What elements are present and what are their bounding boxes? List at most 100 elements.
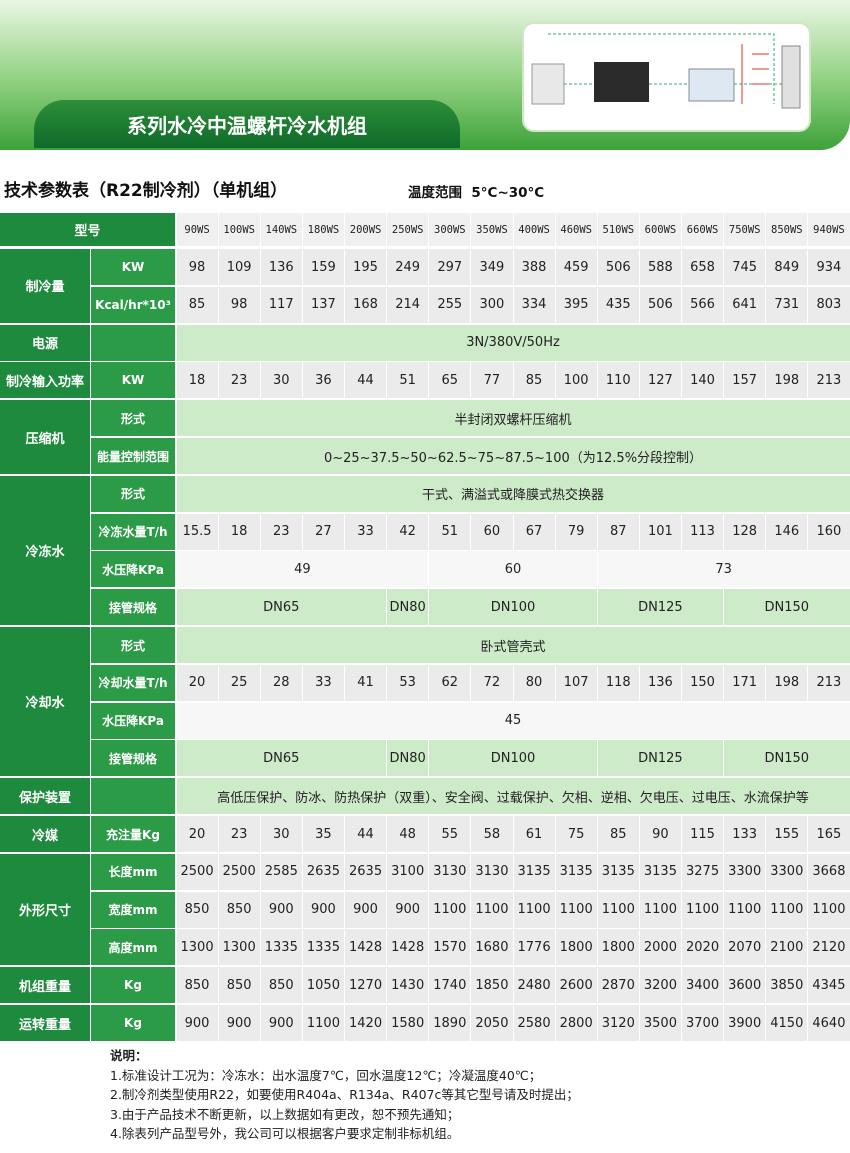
value-cell: 1800 <box>555 929 597 966</box>
value-cell: 300 <box>471 286 513 323</box>
value-cell: 51 <box>429 513 471 550</box>
value-cell: 23 <box>260 513 302 550</box>
notes-title: 说明： <box>110 1048 148 1063</box>
value-cell: 18 <box>176 362 218 399</box>
value-cell: 60 <box>429 551 597 588</box>
value-cell: 2120 <box>808 929 850 966</box>
model: 250WS <box>387 213 429 246</box>
value-cell: DN65 <box>176 740 387 777</box>
value-cell: 60 <box>471 513 513 550</box>
value-cell: 459 <box>555 249 597 285</box>
row-label: 水压降KPa <box>91 551 175 588</box>
value-cell: 3668 <box>808 853 850 890</box>
value-cell: 15.5 <box>176 513 218 550</box>
value-cell: 658 <box>682 249 724 285</box>
model: 940WS <box>808 213 850 246</box>
value-cell: 1100 <box>429 891 471 928</box>
banner-title: 系列水冷中温螺杆冷水机组 <box>34 100 460 148</box>
group-label: 制冷量 <box>0 249 90 323</box>
value-cell: DN65 <box>176 589 387 626</box>
value-cell: 128 <box>724 513 766 550</box>
value-cell: 850 <box>218 891 260 928</box>
value-cell: 435 <box>597 286 639 323</box>
value-cell: 745 <box>724 249 766 285</box>
value-cell: 28 <box>260 664 302 701</box>
value-cell: 1100 <box>597 891 639 928</box>
value-cell: 30 <box>260 362 302 399</box>
row-label: 长度mm <box>91 853 175 890</box>
value-cell: 506 <box>597 249 639 285</box>
value-cell: 101 <box>639 513 681 550</box>
value-cell: 87 <box>597 513 639 550</box>
value-cell: 1100 <box>808 891 850 928</box>
value-cell: 157 <box>724 362 766 399</box>
group-label: 电源 <box>0 324 90 361</box>
value-cell: DN150 <box>724 589 850 626</box>
value-cell: 100 <box>555 362 597 399</box>
value-cell: 109 <box>218 249 260 285</box>
value-cell: 72 <box>471 664 513 701</box>
value-cell: 900 <box>260 1005 302 1041</box>
row-label: 高度mm <box>91 929 175 966</box>
value-cell: 2100 <box>766 929 808 966</box>
group-label: 冷却水 <box>0 627 90 777</box>
value-cell: 213 <box>808 664 850 701</box>
value-cell: 136 <box>639 664 681 701</box>
value-cell: 1430 <box>387 967 429 1004</box>
pipes-red <box>741 44 769 104</box>
value-cell: 1776 <box>513 929 555 966</box>
value-cell: 1300 <box>176 929 218 966</box>
value-cell: 20 <box>176 816 218 852</box>
value-cell: 27 <box>302 513 344 550</box>
chiller <box>594 62 649 102</box>
value-cell: 1850 <box>471 967 513 1004</box>
value-cell: 卧式管壳式 <box>176 627 850 663</box>
cooling-tower <box>531 63 565 105</box>
value-cell: 1100 <box>302 1005 344 1041</box>
value-cell: 33 <box>345 513 387 550</box>
value-cell: 98 <box>176 249 218 285</box>
value-cell: 2020 <box>682 929 724 966</box>
value-cell: 118 <box>597 664 639 701</box>
value-cell: 3850 <box>766 967 808 1004</box>
tank <box>688 68 735 102</box>
notes: 说明： 1.标准设计工况为：冷冻水：出水温度7℃，回水温度12℃；冷凝温度40℃… <box>110 1046 579 1144</box>
value-cell: 850 <box>260 967 302 1004</box>
pipes <box>548 33 782 104</box>
value-cell: 2800 <box>555 1005 597 1041</box>
group-label: 外形尺寸 <box>0 853 90 966</box>
row-label: KW <box>91 249 175 285</box>
value-cell: 1428 <box>387 929 429 966</box>
value-cell: 2635 <box>302 853 344 890</box>
table-title: 技术参数表（R22制冷剂）（单机组） <box>4 181 288 201</box>
group-label: 机组重量 <box>0 967 90 1004</box>
value-cell: 79 <box>555 513 597 550</box>
value-cell: 4150 <box>766 1005 808 1041</box>
value-cell: 65 <box>429 362 471 399</box>
model: 180WS <box>302 213 344 246</box>
value-cell: 3N/380V/50Hz <box>176 324 850 361</box>
value-cell: 1100 <box>555 891 597 928</box>
value-cell: 803 <box>808 286 850 323</box>
row-label: 形式 <box>91 400 175 437</box>
model: 140WS <box>260 213 302 246</box>
value-cell: 165 <box>808 816 850 852</box>
value-cell: DN80 <box>387 740 429 777</box>
value-cell: 77 <box>471 362 513 399</box>
model: 300WS <box>429 213 471 246</box>
value-cell: 2070 <box>724 929 766 966</box>
value-cell: 58 <box>471 816 513 852</box>
row-label: 充注量Kg <box>91 816 175 852</box>
value-cell: 1100 <box>682 891 724 928</box>
system-diagram <box>522 22 811 132</box>
value-cell: 1420 <box>345 1005 387 1041</box>
value-cell: 2500 <box>218 853 260 890</box>
group-label: 运转重量 <box>0 1005 90 1041</box>
value-cell: 588 <box>639 249 681 285</box>
value-cell: 214 <box>387 286 429 323</box>
model: 600WS <box>639 213 681 246</box>
banner: 系列水冷中温螺杆冷水机组 <box>0 0 850 150</box>
value-cell: 566 <box>682 286 724 323</box>
value-cell: 1100 <box>766 891 808 928</box>
